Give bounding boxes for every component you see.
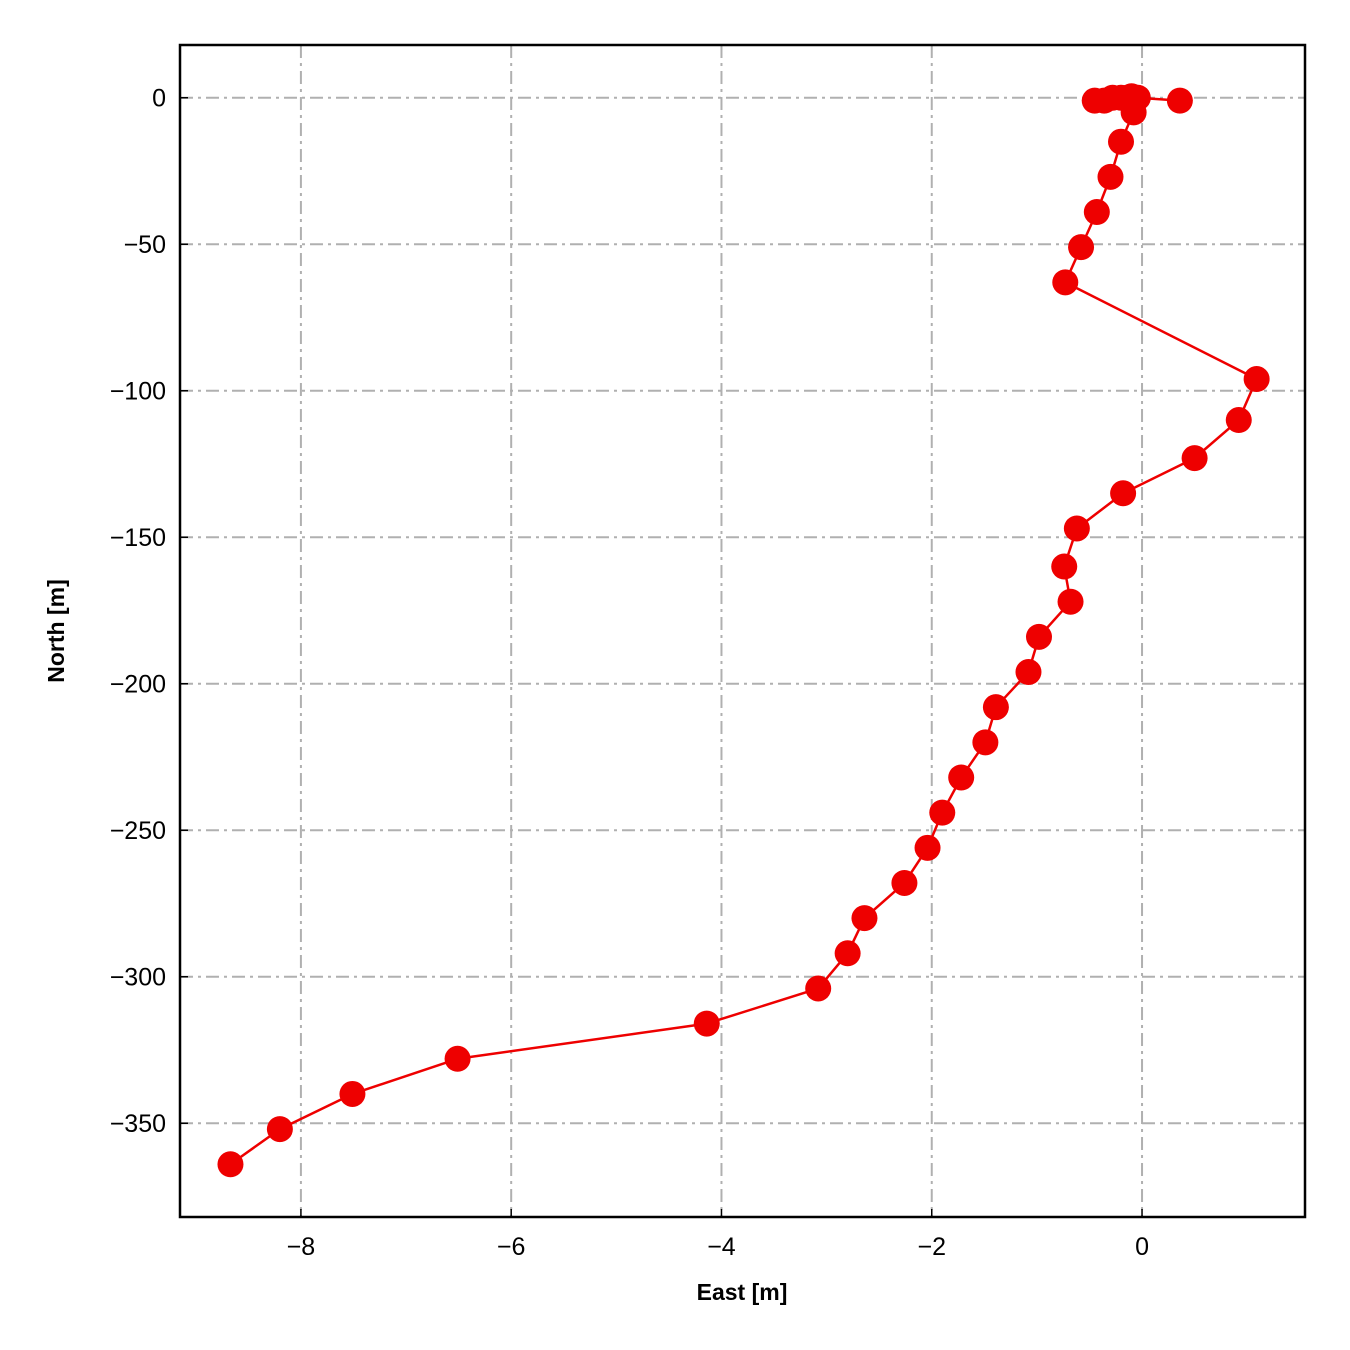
data-point [266,1116,293,1143]
y-tick-label: −300 [110,964,166,992]
data-point [1068,234,1095,261]
data-point [1108,128,1135,155]
x-tick-label: −4 [707,1233,736,1261]
data-point [693,1010,720,1037]
data-point [1015,659,1042,686]
data-point [1025,623,1052,650]
data-point [1052,269,1079,296]
y-tick-label: −100 [110,378,166,406]
data-point [1051,553,1078,580]
x-axis-title: East [m] [697,1279,788,1305]
data-point [982,694,1009,721]
data-point [929,799,956,826]
data-point [1083,199,1110,226]
tick-labels: −8 −6 −4 −2 00−50−100−150−200−250−300−350 [110,85,1149,1261]
data-point [1181,445,1208,472]
y-tick-label: −200 [110,671,166,699]
data-point [1110,480,1137,507]
data-series [217,83,1270,1178]
data-point [1057,588,1084,615]
data-point [1225,407,1252,434]
data-point [444,1045,471,1072]
data-point [851,905,878,932]
y-axis-title: North [m] [43,579,69,682]
x-tick-label: −8 [287,1233,316,1261]
data-point [948,764,975,791]
data-point [805,975,832,1002]
data-point [1120,99,1147,126]
data-point [1081,87,1108,114]
data-point [1166,87,1193,114]
x-tick-label: −6 [497,1233,526,1261]
data-point [834,940,861,967]
x-tick-label: −2 [917,1233,946,1261]
data-point [339,1080,366,1107]
ticks [180,96,1143,1217]
data-point [1063,515,1090,542]
x-tick-label: 0 [1135,1233,1149,1261]
grid [180,45,1305,1217]
data-point [1243,366,1270,393]
y-tick-label: −50 [124,231,166,259]
y-tick-label: −350 [110,1110,166,1138]
y-tick-label: 0 [152,85,166,113]
data-point [1097,163,1124,190]
plot-frame [178,43,1307,1219]
data-point [914,834,941,861]
data-point [891,869,918,896]
data-point [972,729,999,756]
data-point [217,1151,244,1178]
y-tick-label: −150 [110,524,166,552]
y-tick-label: −250 [110,817,166,845]
